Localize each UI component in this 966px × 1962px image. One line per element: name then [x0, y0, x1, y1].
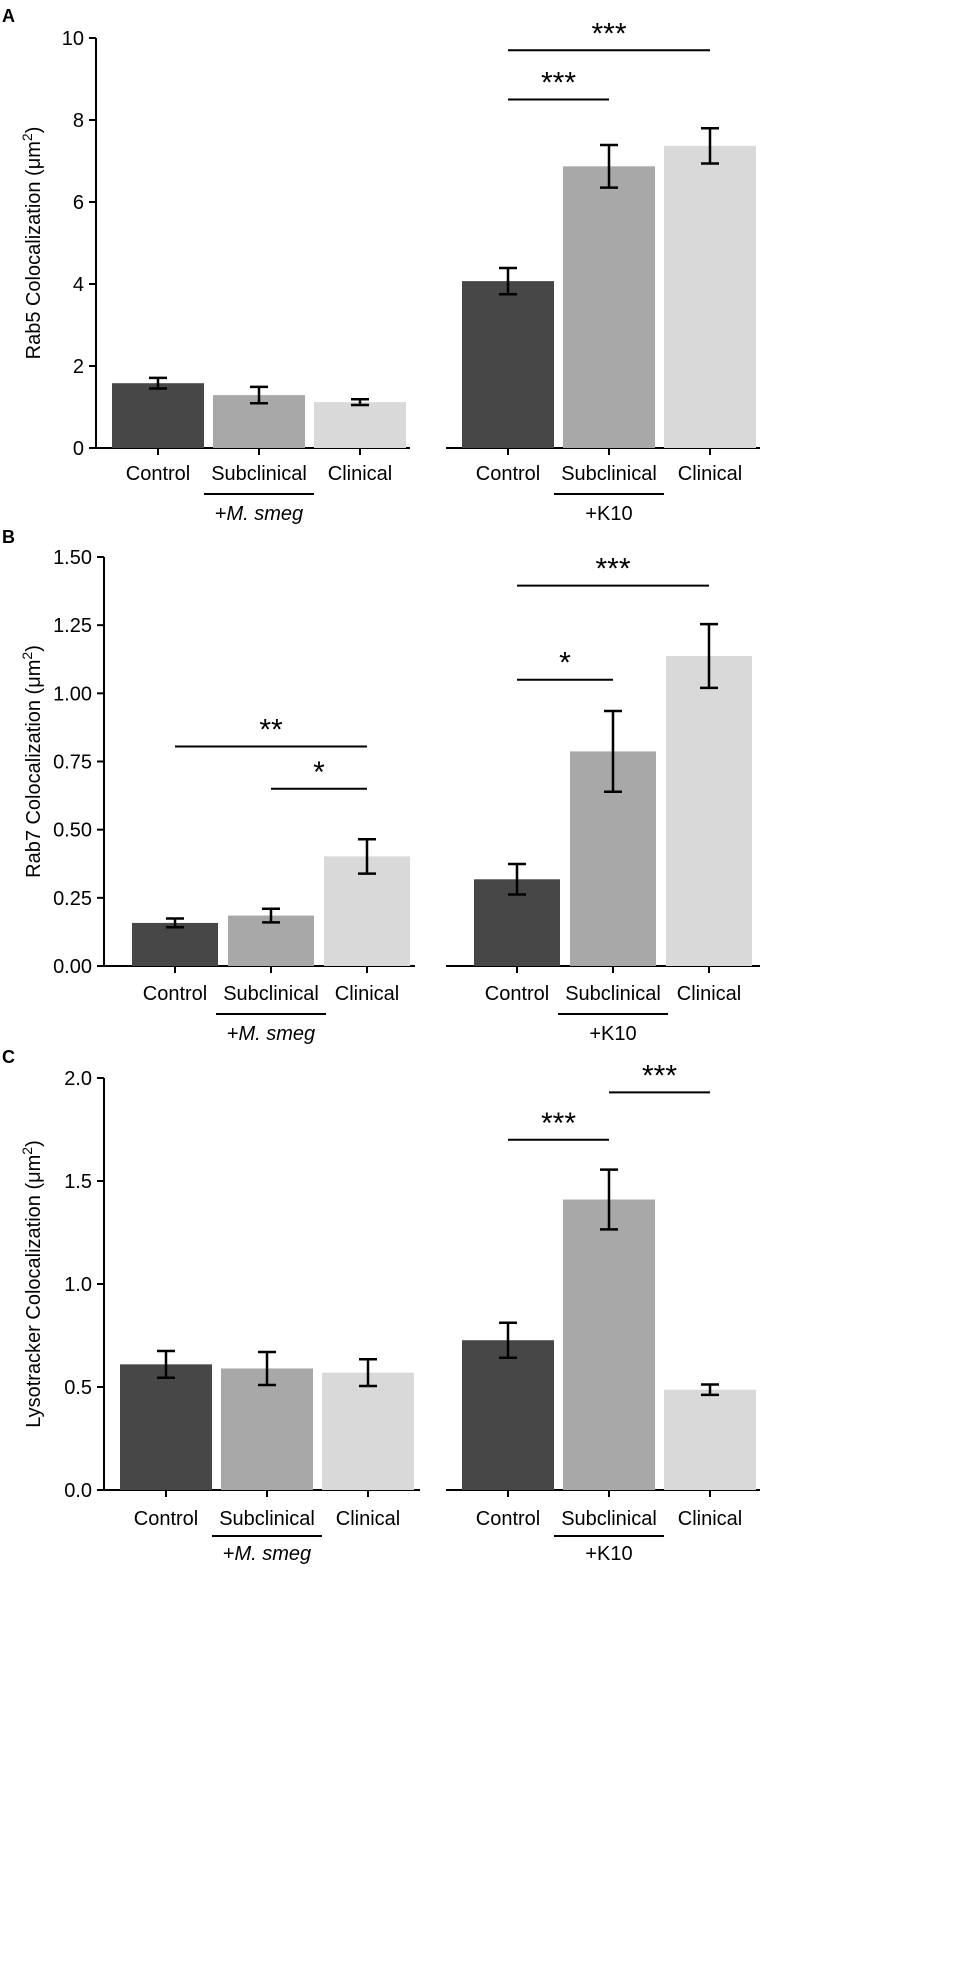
y-tick-label: 6 — [73, 192, 84, 214]
x-tick-label: Clinical — [335, 983, 399, 1005]
y-tick-label: 0 — [73, 438, 84, 460]
panel-a: A 0 2 4 6 8 10 Rab5 Colocalization (μm2) Control… — [2, 6, 760, 525]
y-tick-label: 1.50 — [53, 547, 92, 569]
group-label: +M. smeg — [227, 1023, 315, 1045]
bar-subclinical — [563, 166, 655, 448]
group-k10: Control Subclinical Clinical +K10 *** *** — [446, 17, 760, 525]
group-msmeg: Control Subclinical Clinical+M. smeg*** — [104, 714, 415, 1045]
bar-clinical — [314, 402, 406, 448]
bar-control — [462, 281, 554, 448]
significance-stars: * — [313, 756, 325, 789]
x-tick-label: Clinical — [328, 463, 392, 485]
x-tick-label: Subclinical — [561, 463, 657, 485]
y-tick-label: 0.0 — [64, 1480, 92, 1502]
x-tick-label: Subclinical — [561, 1508, 657, 1530]
y-tick-label: 10 — [62, 28, 84, 50]
bar-control — [112, 383, 204, 448]
x-tick-label: Clinical — [678, 463, 742, 485]
x-tick-label: Clinical — [678, 1508, 742, 1530]
significance-stars: *** — [541, 67, 576, 100]
group-label: +K10 — [585, 503, 632, 525]
bar-control — [132, 922, 218, 966]
significance-stars: *** — [642, 1059, 677, 1092]
panel-letter: C — [2, 1047, 15, 1067]
x-tick-label: Control — [476, 463, 540, 485]
y-tick-label: 0.00 — [53, 956, 92, 978]
y-tick-label: 0.75 — [53, 752, 92, 774]
group-label: +K10 — [585, 1543, 632, 1565]
y-tick-label: 1.0 — [64, 1274, 92, 1296]
y-axis-label: Rab7 Colocalization (μm2) — [19, 645, 45, 878]
y-tick-label: 2.0 — [64, 1068, 92, 1090]
y-axis-label: Lysotracker Colocalization (μm2) — [19, 1140, 45, 1428]
panel-letter: A — [2, 6, 15, 26]
panel-letter: B — [2, 527, 15, 547]
y-tick-label: 1.25 — [53, 615, 92, 637]
x-tick-label: Subclinical — [565, 983, 661, 1005]
significance-stars: *** — [591, 17, 626, 50]
significance-stars: *** — [595, 553, 630, 586]
group-label: +M. smeg — [223, 1543, 311, 1565]
x-tick-label: Control — [126, 463, 190, 485]
x-tick-label: Clinical — [336, 1508, 400, 1530]
x-tick-label: Clinical — [677, 983, 741, 1005]
x-tick-label: Subclinical — [211, 463, 307, 485]
bar-control — [462, 1340, 554, 1490]
bar-subclinical — [228, 915, 314, 966]
y-tick-label: 0.50 — [53, 820, 92, 842]
x-tick-label: Control — [143, 983, 207, 1005]
x-tick-label: Subclinical — [219, 1508, 315, 1530]
significance-stars: * — [559, 647, 571, 680]
x-tick-label: Control — [485, 983, 549, 1005]
y-tick-label: 4 — [73, 274, 84, 296]
bar-clinical — [666, 655, 752, 966]
x-tick-label: Control — [134, 1508, 198, 1530]
y-tick-label: 0.5 — [64, 1377, 92, 1399]
bar-clinical — [322, 1372, 414, 1490]
group-msmeg: Control Subclinical Clinical +M. smeg — [96, 376, 410, 525]
x-tick-label: Control — [476, 1508, 540, 1530]
bar-control — [120, 1364, 212, 1490]
bar-clinical — [664, 1389, 756, 1490]
y-tick-label: 2 — [73, 356, 84, 378]
bar-clinical — [664, 145, 756, 448]
group-msmeg: Control Subclinical Clinical +M. smeg — [104, 1349, 420, 1565]
group-k10: Control Subclinical Clinical+K10**** — [446, 553, 760, 1045]
group-label: +M. smeg — [215, 503, 303, 525]
y-tick-label: 1.5 — [64, 1171, 92, 1193]
panel-c: C 0.0 0.5 1.0 1.5 2.0 Lysotracker Colocalizati… — [2, 1047, 760, 1565]
significance-stars: ** — [259, 714, 283, 747]
x-tick-label: Subclinical — [223, 983, 319, 1005]
bar-subclinical — [563, 1199, 655, 1490]
panel-b: B 0.00 0.25 0.50 0.75 1.00 1.25 1.50 Rab7 Coloca… — [2, 527, 760, 1045]
y-tick-label: 0.25 — [53, 888, 92, 910]
y-axis-label: Rab5 Colocalization (μm2) — [19, 127, 45, 360]
y-tick-label: 1.00 — [53, 683, 92, 705]
group-k10: Control Subclinical Clinical +K10 *** *** — [446, 1059, 760, 1565]
y-tick-label: 8 — [73, 110, 84, 132]
group-label: +K10 — [589, 1023, 636, 1045]
bar-subclinical — [221, 1368, 313, 1490]
significance-stars: *** — [541, 1107, 576, 1140]
